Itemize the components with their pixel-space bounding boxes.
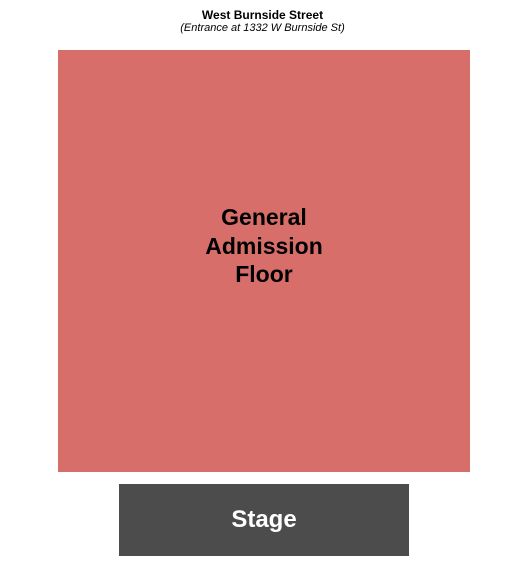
stage: Stage: [119, 484, 409, 556]
floor-label: General Admission Floor: [205, 203, 323, 289]
seating-chart: West Burnside Street (Entrance at 1332 W…: [0, 0, 525, 570]
top-street-label: West Burnside Street: [0, 8, 525, 22]
top-label-group: West Burnside Street (Entrance at 1332 W…: [0, 0, 525, 38]
floor-label-line2: Admission: [205, 233, 323, 259]
entrance-label: (Entrance at 1332 W Burnside St): [0, 22, 525, 34]
floor-label-line3: Floor: [235, 261, 293, 287]
floor-label-line1: General: [221, 204, 307, 230]
general-admission-floor[interactable]: General Admission Floor: [58, 50, 470, 472]
stage-label: Stage: [231, 506, 296, 534]
